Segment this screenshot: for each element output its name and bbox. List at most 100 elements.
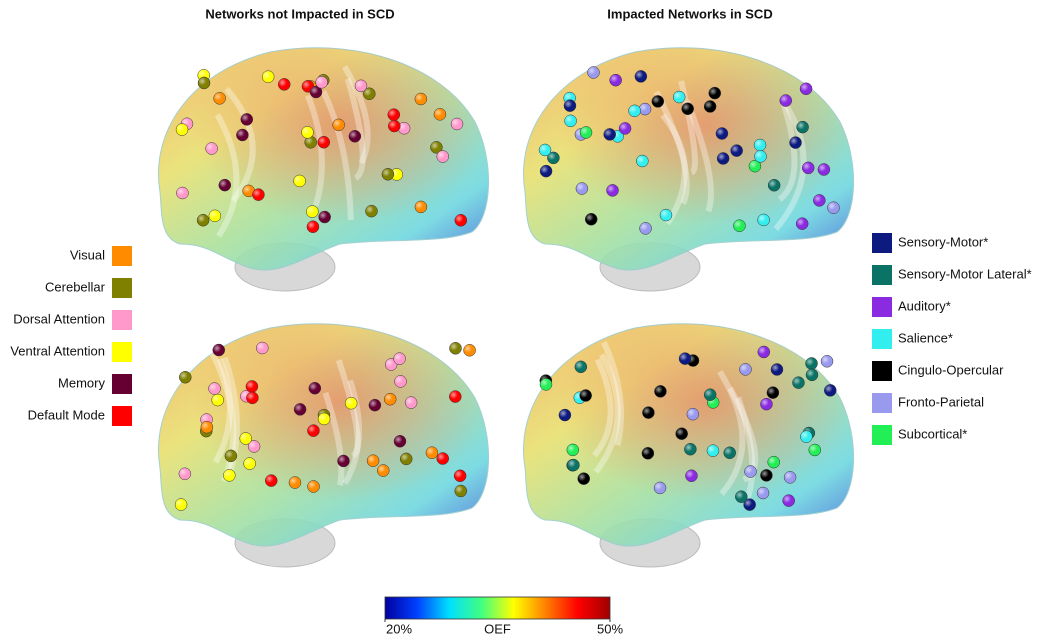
node-shine	[365, 205, 378, 218]
node-shine	[310, 86, 323, 99]
node-shine	[704, 100, 717, 113]
node-shine	[425, 446, 438, 459]
node-shine	[539, 378, 552, 391]
node-shine	[715, 127, 728, 140]
node-shine	[748, 160, 761, 173]
node-shine	[800, 430, 813, 443]
node-shine	[827, 201, 840, 214]
sulcus	[735, 396, 756, 504]
node-shine	[802, 161, 815, 174]
node-shine	[179, 371, 192, 384]
node-shine	[288, 476, 301, 489]
node-shine	[768, 179, 781, 192]
node-shine	[679, 352, 692, 365]
legend-label: Cerebellar	[45, 279, 106, 294]
node-shine	[805, 357, 818, 370]
node-shine	[175, 498, 188, 511]
node-shine	[558, 409, 571, 422]
node-shine	[451, 117, 464, 130]
node-shine	[348, 130, 361, 143]
colorbar-label: OEF	[484, 621, 511, 636]
brain-panel	[158, 47, 489, 292]
colorbar-tick-label: 50%	[597, 621, 623, 636]
node-shine	[332, 118, 345, 131]
sulcus	[335, 359, 361, 459]
node-shine	[387, 108, 400, 121]
legend-label: Memory	[58, 375, 105, 390]
sulcus	[684, 100, 714, 213]
sulcus	[214, 113, 240, 238]
node-shine	[208, 209, 221, 222]
legend-swatch	[872, 425, 892, 445]
legend-swatch	[112, 406, 132, 426]
node-shine	[796, 217, 809, 230]
node-shine	[639, 222, 652, 235]
legend-swatch	[112, 342, 132, 362]
node-shine	[318, 412, 331, 425]
node-shine	[585, 213, 598, 226]
node-shine	[706, 444, 719, 457]
sulcus	[592, 358, 614, 458]
node-shine	[363, 87, 376, 100]
node-shine	[723, 446, 736, 459]
sulcus	[342, 379, 363, 485]
node-shine	[708, 87, 721, 100]
node-shine	[744, 465, 757, 478]
node-shine	[304, 136, 317, 149]
sulcus	[653, 90, 690, 205]
panel-title: Networks not Impacted in SCD	[205, 6, 394, 21]
node-shine	[293, 174, 306, 187]
node-shine	[278, 78, 291, 91]
node-shine	[198, 76, 211, 89]
node-shine	[813, 194, 826, 207]
legend-swatch	[872, 361, 892, 381]
brain-panel	[523, 323, 854, 568]
legend-swatch	[872, 297, 892, 317]
node-shine	[307, 480, 320, 493]
panel-title: Impacted Networks in SCD	[607, 6, 772, 21]
node-shine	[243, 457, 256, 470]
node-shine	[414, 200, 427, 213]
sulcus	[660, 113, 688, 226]
node-shine	[641, 447, 654, 460]
node-shine	[619, 122, 632, 135]
node-shine	[717, 152, 730, 165]
node-shine	[739, 363, 752, 376]
node-shine	[262, 70, 275, 83]
legend-label: Salience*	[898, 330, 953, 345]
sulcus	[305, 94, 325, 207]
brain-panel	[158, 323, 489, 568]
node-shine	[754, 150, 767, 163]
node-shine	[367, 454, 380, 467]
node-shine	[211, 394, 224, 407]
node-shine	[256, 342, 269, 355]
node-shine	[577, 472, 590, 485]
node-shine	[779, 94, 792, 107]
legend-label: Sensory-Motor*	[898, 234, 988, 249]
legend-label: Subcortical*	[898, 426, 967, 441]
node-shine	[796, 121, 809, 134]
node-shine	[651, 95, 664, 108]
node-shine	[654, 481, 667, 494]
legend-swatch	[112, 310, 132, 330]
node-shine	[454, 484, 467, 497]
node-shine	[414, 92, 427, 105]
legend-swatch	[872, 233, 892, 253]
node-shine	[564, 114, 577, 127]
colorbar-bar	[384, 596, 611, 620]
legend-label: Visual	[70, 247, 105, 262]
node-shine	[236, 128, 249, 141]
node-shine	[808, 443, 821, 456]
node-shine	[789, 136, 802, 149]
node-shine	[685, 469, 698, 482]
colorbar: 20% 50% OEF	[384, 596, 623, 636]
legend-swatch	[872, 265, 892, 285]
node-shine	[733, 219, 746, 232]
sulcus	[344, 78, 366, 181]
legend-label: Dorsal Attention	[13, 311, 105, 326]
node-shine	[354, 79, 367, 92]
node-shine	[567, 459, 580, 472]
node-shine	[315, 76, 328, 89]
brain-warm	[523, 47, 854, 271]
